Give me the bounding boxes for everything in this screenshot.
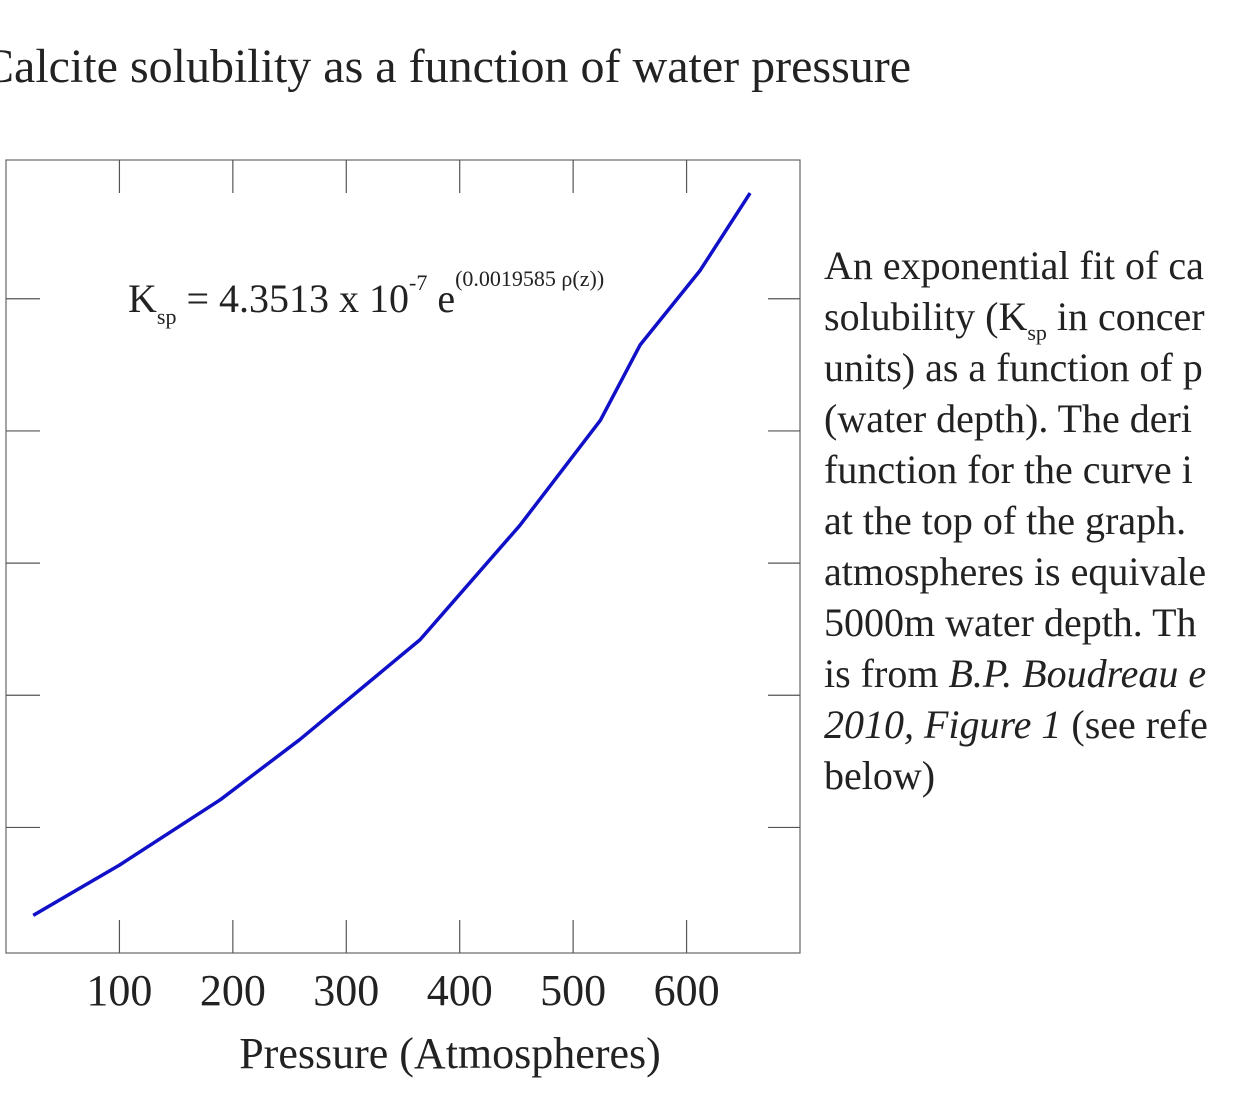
caption-line: solubility (Ksp in concer <box>824 291 1208 345</box>
caption-text: units) as a function of p <box>824 345 1203 390</box>
caption-citation: 2010, Figure 1 <box>824 702 1062 747</box>
equation-part: K <box>128 276 157 321</box>
x-tick-label: 400 <box>427 966 493 1015</box>
x-tick-label: 600 <box>654 966 720 1015</box>
caption: An exponential fit of ca solubility (Ksp… <box>824 240 1208 801</box>
equation-part: sp <box>157 304 177 329</box>
caption-line: An exponential fit of ca <box>824 240 1208 291</box>
caption-text: atmospheres is equivale <box>824 549 1207 594</box>
caption-line: below) <box>824 750 1208 801</box>
caption-text: An exponential fit of ca <box>824 243 1204 288</box>
caption-line: 2010, Figure 1 (see refe <box>824 699 1208 750</box>
caption-citation: B.P. Boudreau e <box>948 651 1207 696</box>
caption-text: (water depth). The deri <box>824 396 1192 441</box>
x-axis-label: Pressure (Atmospheres) <box>239 1029 661 1078</box>
caption-line: function for the curve i <box>824 444 1208 495</box>
equation-part: = 4.3513 x 10 <box>176 276 409 321</box>
caption-text: is from <box>824 651 949 696</box>
slide-title: Calcite solubility as a function of wate… <box>0 40 911 93</box>
curve <box>32 192 752 917</box>
x-tick-label: 300 <box>313 966 379 1015</box>
caption-line: atmospheres is equivale <box>824 546 1208 597</box>
caption-line: units) as a function of p <box>824 342 1208 393</box>
equation-part: (0.0019585 ρ(z)) <box>455 266 604 291</box>
caption-text: in concer <box>1046 294 1205 339</box>
plot-frame <box>5 159 801 954</box>
caption-subscript: sp <box>1027 320 1047 345</box>
equation-part: -7 <box>409 270 427 295</box>
caption-line: at the top of the graph. <box>824 495 1208 546</box>
caption-text: 5000m water depth. Th <box>824 600 1197 645</box>
caption-line: is from B.P. Boudreau e <box>824 648 1208 699</box>
caption-text: solubility (K <box>824 294 1028 339</box>
x-tick-label: 100 <box>86 966 152 1015</box>
caption-line: 5000m water depth. Th <box>824 597 1208 648</box>
caption-text: below) <box>824 753 936 798</box>
caption-text: (see refe <box>1061 702 1208 747</box>
x-tick-label: 200 <box>200 966 266 1015</box>
x-tick-label: 500 <box>540 966 606 1015</box>
caption-text: function for the curve i <box>824 447 1193 492</box>
equation-part: e <box>427 276 455 321</box>
caption-text: at the top of the graph. <box>824 498 1187 543</box>
equation: Ksp = 4.3513 x 10-7 e(0.0019585 ρ(z)) <box>128 266 604 329</box>
caption-line: (water depth). The deri <box>824 393 1208 444</box>
